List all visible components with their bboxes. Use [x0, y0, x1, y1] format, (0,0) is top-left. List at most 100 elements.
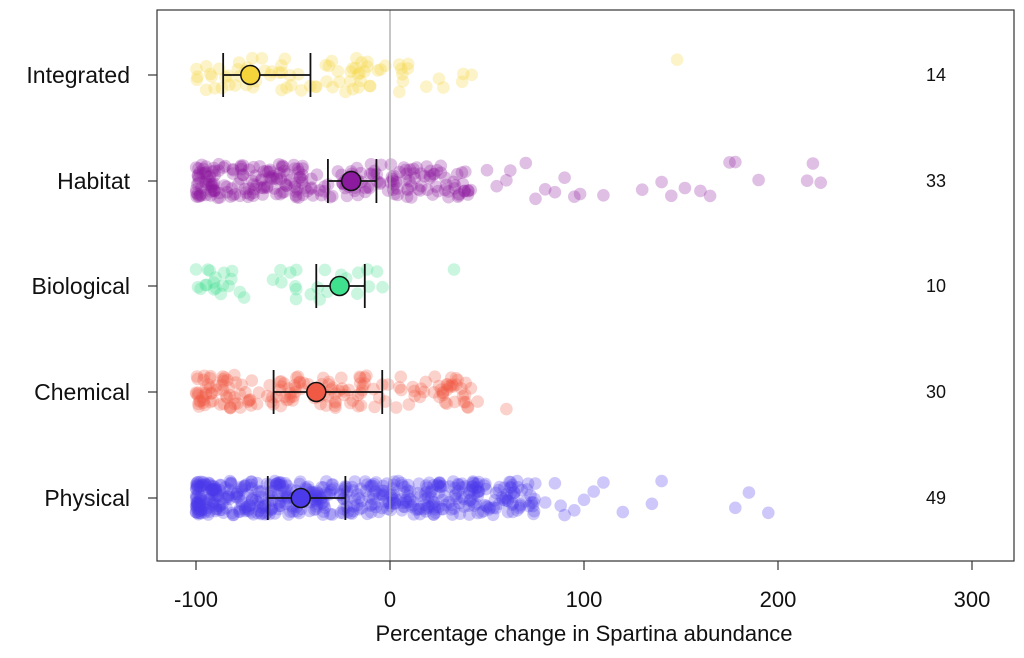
data-point: [228, 79, 242, 92]
data-point: [282, 393, 296, 406]
data-point: [402, 489, 415, 503]
data-point: [239, 186, 253, 199]
data-point: [197, 499, 211, 512]
data-point: [464, 183, 478, 197]
data-point: [344, 65, 358, 78]
data-point: [190, 190, 203, 203]
data-point: [293, 171, 306, 184]
data-point: [235, 378, 248, 392]
data-point: [235, 483, 249, 497]
data-point: [225, 477, 238, 491]
data-point: [208, 184, 221, 198]
data-point: [197, 502, 210, 516]
data-point: [430, 164, 444, 177]
data-point: [388, 187, 401, 201]
data-point: [455, 75, 469, 89]
data-point: [521, 477, 535, 491]
data-point: [199, 177, 213, 191]
data-point: [391, 182, 404, 195]
data-point: [238, 501, 252, 514]
point-group-biological: [189, 263, 461, 306]
data-point: [200, 480, 213, 494]
data-point: [340, 493, 354, 507]
data-point: [190, 479, 203, 492]
data-point: [205, 483, 218, 496]
data-point: [278, 390, 292, 404]
data-point: [362, 490, 376, 504]
data-point: [408, 171, 422, 185]
data-point: [396, 479, 409, 492]
data-point: [275, 160, 289, 174]
data-point: [361, 507, 374, 521]
data-point: [213, 398, 227, 411]
data-point: [326, 381, 339, 394]
data-point: [703, 189, 717, 203]
data-point: [413, 390, 427, 404]
data-point: [486, 508, 500, 522]
data-point: [326, 189, 339, 203]
data-point: [396, 68, 409, 81]
data-point: [205, 484, 218, 497]
data-point: [279, 477, 292, 490]
data-point: [381, 184, 395, 197]
data-point: [477, 504, 490, 518]
data-point: [204, 67, 217, 81]
data-point: [520, 483, 534, 496]
data-point: [413, 184, 427, 197]
data-point: [197, 475, 210, 489]
data-point: [360, 478, 374, 491]
data-point: [258, 64, 272, 78]
data-point: [224, 190, 237, 203]
data-point: [452, 484, 465, 498]
data-point: [395, 383, 408, 397]
data-point: [432, 500, 446, 514]
data-point: [315, 497, 329, 510]
data-point: [439, 396, 452, 409]
data-point: [447, 380, 460, 393]
data-point: [457, 492, 471, 506]
data-point: [249, 494, 263, 507]
data-point: [189, 482, 203, 495]
data-point: [207, 161, 220, 175]
data-point: [439, 171, 452, 185]
data-point: [266, 484, 280, 498]
data-point: [216, 372, 230, 386]
data-point: [317, 505, 330, 518]
data-point: [269, 478, 283, 491]
data-point: [364, 480, 377, 493]
data-point: [440, 377, 454, 391]
data-point: [245, 475, 258, 488]
data-point: [257, 181, 271, 195]
data-point: [288, 162, 302, 175]
data-point: [273, 375, 287, 389]
data-point: [189, 489, 203, 503]
data-point: [400, 190, 414, 203]
data-point: [296, 188, 310, 202]
data-point: [577, 493, 591, 507]
data-point: [273, 478, 286, 492]
data-point: [234, 159, 248, 172]
data-point: [260, 164, 273, 178]
data-point: [296, 168, 309, 182]
data-point: [194, 494, 207, 508]
data-point: [220, 391, 234, 404]
data-point: [301, 184, 314, 198]
data-point: [197, 393, 211, 407]
data-point: [451, 373, 465, 387]
data-point: [386, 491, 399, 505]
data-point: [326, 478, 340, 492]
data-point: [381, 502, 394, 516]
data-point: [226, 508, 240, 522]
data-point: [203, 505, 216, 518]
data-point: [233, 285, 247, 299]
data-point: [363, 79, 377, 93]
data-point: [208, 168, 221, 182]
data-point: [287, 505, 300, 518]
data-point: [398, 480, 411, 494]
data-point: [194, 282, 207, 296]
point-group-integrated: [190, 51, 684, 99]
data-point: [411, 503, 425, 516]
data-point: [325, 483, 338, 497]
data-point: [292, 191, 305, 204]
data-point: [245, 374, 259, 387]
